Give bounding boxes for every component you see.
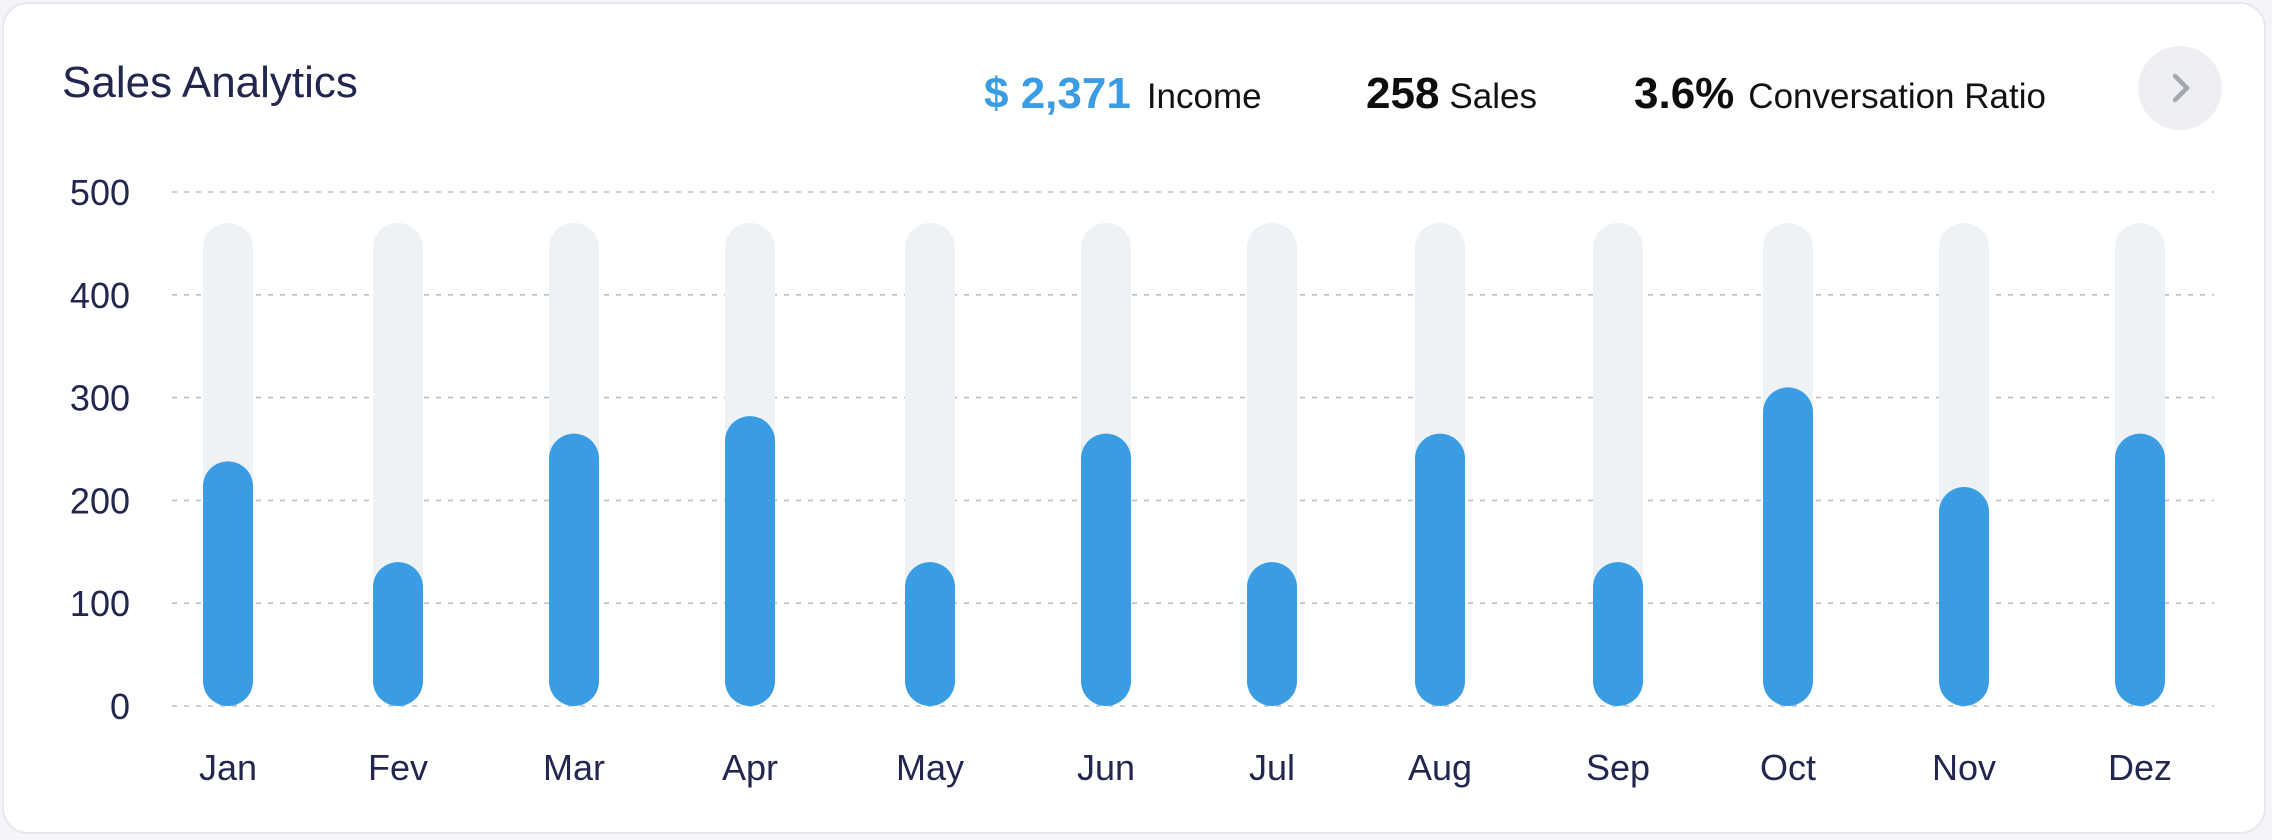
grid-lines: [172, 191, 2214, 707]
x-tick-label-dez: Dez: [2108, 747, 2172, 788]
x-tick-label-jul: Jul: [1249, 747, 1295, 788]
next-button[interactable]: [2138, 46, 2222, 130]
x-tick-label-may: May: [896, 747, 964, 788]
bar-dez: [2115, 433, 2165, 706]
bar-jan: [203, 461, 253, 706]
x-tick-label-jun: Jun: [1077, 747, 1135, 788]
x-tick-label-mar: Mar: [543, 747, 605, 788]
x-tick-label-nov: Nov: [1932, 747, 1996, 788]
income-value: $ 2,371: [984, 69, 1131, 118]
kpi-conversation-ratio: 3.6% Conversation Ratio: [1634, 66, 2046, 125]
bar-mar: [549, 433, 599, 706]
income-label: Income: [1146, 77, 1262, 116]
bars: [203, 222, 2165, 706]
bar-may: [905, 562, 955, 706]
sales-label: Sales: [1449, 77, 1537, 116]
y-tick-label: 500: [70, 172, 130, 213]
x-tick-label-fev: Fev: [368, 747, 428, 788]
bar-jul: [1247, 562, 1297, 706]
ratio-value: 3.6%: [1634, 69, 1735, 118]
y-axis-ticks: 0 100 200 300 400 500: [70, 172, 130, 727]
kpi-income: $ 2,371 Income: [984, 66, 1262, 125]
card-title: Sales Analytics: [62, 58, 358, 107]
sales-bar-chart: 0 100 200 300 400 500 Jan Fev Mar Apr May Jun Jul Au…: [70, 172, 2214, 788]
y-tick-label: 300: [70, 378, 130, 419]
bar-apr: [725, 416, 775, 706]
kpi-sales: 258 Sales: [1366, 66, 1537, 125]
bar-jun: [1081, 433, 1131, 706]
bar-oct: [1763, 387, 1813, 706]
x-tick-label-sep: Sep: [1586, 747, 1650, 788]
kpi-summary: $ 2,371 Income 258 Sales 3.6% Conversati…: [4, 66, 2264, 126]
x-tick-label-aug: Aug: [1408, 747, 1472, 788]
x-tick-label-oct: Oct: [1760, 747, 1816, 788]
x-tick-label-apr: Apr: [722, 747, 778, 788]
bar-sep: [1593, 562, 1643, 706]
x-tick-label-jan: Jan: [199, 747, 257, 788]
chevron-right-icon: [2172, 73, 2190, 103]
bar-nov: [1939, 487, 1989, 706]
y-tick-label: 100: [70, 583, 130, 624]
x-axis-labels: Jan Fev Mar Apr May Jun Jul Aug Sep Oct Nov Dez: [199, 747, 2172, 788]
sales-value: 258: [1366, 69, 1440, 118]
y-tick-label: 400: [70, 275, 130, 316]
y-tick-label: 200: [70, 480, 130, 521]
bar-fev: [373, 562, 423, 706]
y-tick-label: 0: [110, 686, 130, 727]
bar-aug: [1415, 433, 1465, 706]
ratio-label: Conversation Ratio: [1748, 77, 2046, 116]
